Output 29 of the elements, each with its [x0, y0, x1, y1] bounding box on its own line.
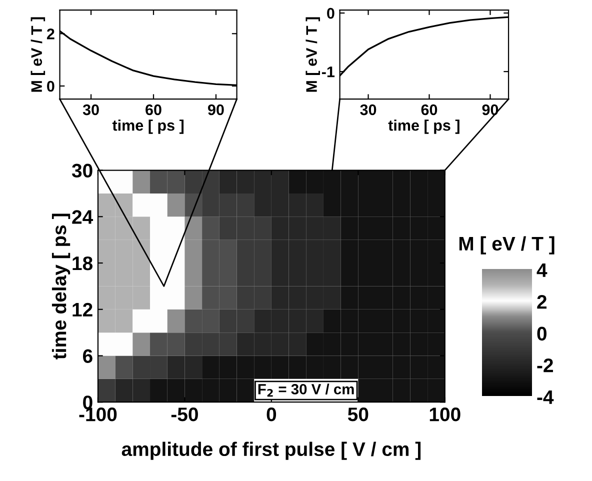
x-axis-title: time [ ps ] — [112, 120, 184, 134]
x-tick-label: -50 — [171, 407, 198, 422]
x-tick-label: 90 — [208, 104, 224, 116]
y-tick-label: 0 — [83, 396, 92, 410]
y-axis-title: time delay [ ps ] — [52, 214, 70, 360]
x-tick-label: 100 — [430, 407, 460, 422]
y-tick-label: -1 — [322, 66, 335, 78]
x-tick-label: 0 — [266, 407, 276, 422]
color-bar-label: 0 — [537, 326, 546, 341]
x-axis-title: amplitude of first pulse [ V / cm ] — [122, 442, 421, 460]
x-tick-label: 60 — [421, 104, 438, 116]
y-tick-label: 18 — [72, 256, 93, 270]
y-axis-title: M [ eV / T ] — [306, 17, 320, 92]
y-tick-label: 30 — [72, 164, 92, 178]
color-bar-label: 2 — [537, 295, 547, 309]
color-bar-title: M [ eV / T ] — [459, 236, 554, 254]
x-tick-label: 30 — [360, 104, 376, 116]
color-bar-label: -2 — [537, 358, 553, 372]
y-tick-label: 12 — [72, 302, 92, 316]
y-tick-label: 6 — [83, 349, 92, 363]
x-tick-label: -100 — [79, 407, 117, 422]
color-bar-label: 4 — [536, 264, 548, 277]
annotation: F$_{2}$ = 30 V / cm — [258, 384, 354, 397]
x-tick-label: 50 — [348, 407, 368, 422]
color-bar-label: -4 — [537, 390, 554, 404]
y-tick-label: 24 — [72, 210, 94, 224]
y-axis-title: M [ eV / T ] — [30, 17, 46, 92]
x-axis-title: time [ ps ] — [388, 120, 460, 134]
x-tick-label: 60 — [146, 104, 162, 116]
